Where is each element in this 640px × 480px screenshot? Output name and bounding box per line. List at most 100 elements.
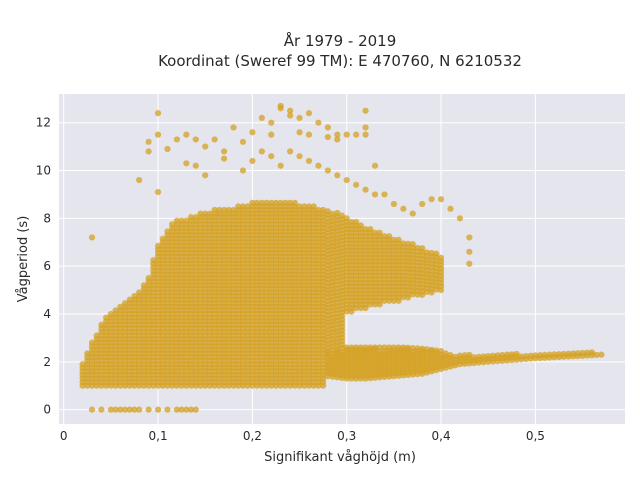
data-point [178,406,185,413]
data-point [154,188,162,196]
data-point [296,203,303,210]
data-point [527,352,534,359]
data-point [225,206,232,214]
data-point [249,157,256,165]
data-point [376,229,383,236]
data-point [400,240,407,247]
data-point [202,210,209,217]
data-point [277,199,284,206]
data-point [414,348,421,355]
y-tick-labels: 0 2 4 6 8 10 12 [36,116,51,417]
data-point [456,215,464,222]
data-point [145,138,152,145]
data-point [513,350,520,358]
data-point [466,260,473,267]
data-point [239,167,247,174]
data-point [230,206,237,214]
data-point [437,254,445,261]
x-tick-label: 0,1 [149,429,168,443]
data-point [164,145,171,153]
y-tick-label: 6 [43,259,51,273]
data-point [353,346,360,353]
data-point [390,200,397,208]
data-point [334,172,341,179]
data-point [579,349,586,357]
data-point [433,349,440,357]
y-tick-label: 2 [43,355,51,369]
data-point [220,148,228,155]
data-point [494,352,501,359]
x-tick-label: 0,2 [243,429,262,443]
y-tick-label: 12 [36,116,51,130]
data-point [258,199,265,206]
data-point [277,162,284,169]
data-point [79,361,86,368]
x-tick-label: 0,3 [337,429,356,443]
data-point [409,240,416,248]
data-point [84,350,91,357]
data-point [183,160,190,167]
data-point [268,131,275,138]
chart-title-line2: Koordinat (Sweref 99 TM): E 470760, N 62… [158,52,522,70]
data-point [88,339,96,346]
data-point [329,210,336,217]
data-point [117,406,124,413]
x-tick-label: 0,5 [526,429,545,443]
data-point [249,199,256,206]
data-point [598,351,605,358]
data-point [315,206,322,214]
data-point [400,205,407,212]
data-point [112,406,119,413]
data-point [150,257,157,264]
data-point [197,210,204,217]
data-point [239,203,247,210]
data-point [272,199,280,206]
data-point [437,351,445,358]
data-point [136,289,143,296]
data-point [409,348,416,355]
data-point [437,196,445,203]
data-point [291,199,298,206]
data-point [466,351,473,358]
data-point [136,176,143,184]
data-point [192,406,199,413]
data-point [371,229,379,236]
data-point [499,351,506,359]
data-point [164,228,171,235]
data-point [107,406,114,413]
data-point [98,406,105,413]
data-point [442,350,449,357]
data-point [508,351,515,358]
data-point [211,206,218,214]
data-point [117,303,124,310]
data-point [268,153,275,160]
data-point [386,347,393,354]
data-point [381,191,388,198]
data-point [235,203,242,210]
data-point [353,218,360,226]
data-point [537,352,544,359]
data-point [555,351,563,358]
data-point [428,348,435,355]
data-point [546,351,553,358]
data-point [367,226,374,233]
data-point [296,153,303,160]
data-point [518,353,525,360]
data-point [419,200,426,208]
data-point [447,352,454,359]
data-point [570,350,577,357]
data-point [334,348,341,355]
data-point [338,212,346,219]
data-point [324,133,331,141]
data-point [541,351,548,358]
data-point [296,114,303,122]
data-point [404,346,412,353]
data-point [357,222,364,229]
chart-title-line1: År 1979 - 2019 [284,31,397,50]
data-point [202,172,209,179]
data-point [93,332,100,339]
data-point [145,275,152,282]
data-point [395,236,402,243]
data-point [154,110,162,117]
